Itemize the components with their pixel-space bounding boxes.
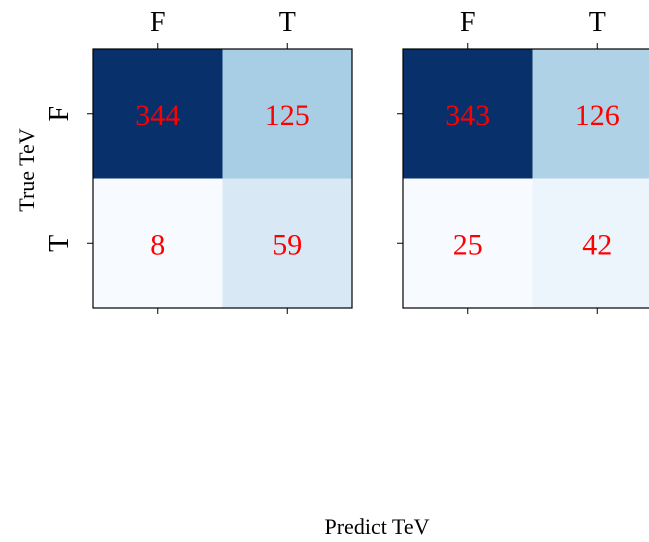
- cell-value-label-2-1-1: 343: [445, 99, 490, 132]
- heatmap-cell-2-1-2: [532, 49, 649, 179]
- cell-value-label-1-2-1: 8: [150, 228, 165, 261]
- cell-value-label-1-1-1: 344: [135, 99, 180, 132]
- heatmap-frame-2: [402, 48, 649, 309]
- heatmap-cell-1-1-1: [93, 49, 223, 179]
- cell-value-label-2-2-1: 25: [453, 228, 483, 261]
- heatmap-panel-2: 343 126 25 42 F T: [397, 7, 649, 314]
- heatmap-cell-1-2-2: [222, 178, 352, 308]
- x-tick-label-2-1: F: [460, 7, 476, 38]
- cell-value-label-2-2-2: 42: [582, 228, 612, 261]
- x-tick-label-1-2: T: [279, 7, 296, 38]
- heatmap-cell-1-1-2: [222, 49, 352, 179]
- heatmap-cell-2-1-1: [403, 49, 533, 179]
- x-tick-label-1-1: F: [150, 7, 166, 38]
- heatmap-panel-1: 344 125 8 59 F T F T: [44, 7, 353, 314]
- y-axis-label: True TeV: [14, 128, 39, 212]
- heatmap-cell-2-2-2: [532, 178, 649, 308]
- y-tick-label-1: F: [44, 106, 75, 122]
- heatmap-cell-1-2-1: [93, 178, 223, 308]
- x-axis-label: Predict TeV: [325, 514, 430, 539]
- heatmap-frame-1: [92, 48, 353, 309]
- cell-value-label-2-1-2: 126: [575, 99, 620, 132]
- heatmap-cell-2-2-1: [403, 178, 533, 308]
- y-tick-label-2: T: [44, 235, 75, 252]
- cell-value-label-1-1-2: 125: [265, 99, 310, 132]
- cell-value-label-1-2-2: 59: [272, 228, 302, 261]
- x-tick-label-2-2: T: [589, 7, 606, 38]
